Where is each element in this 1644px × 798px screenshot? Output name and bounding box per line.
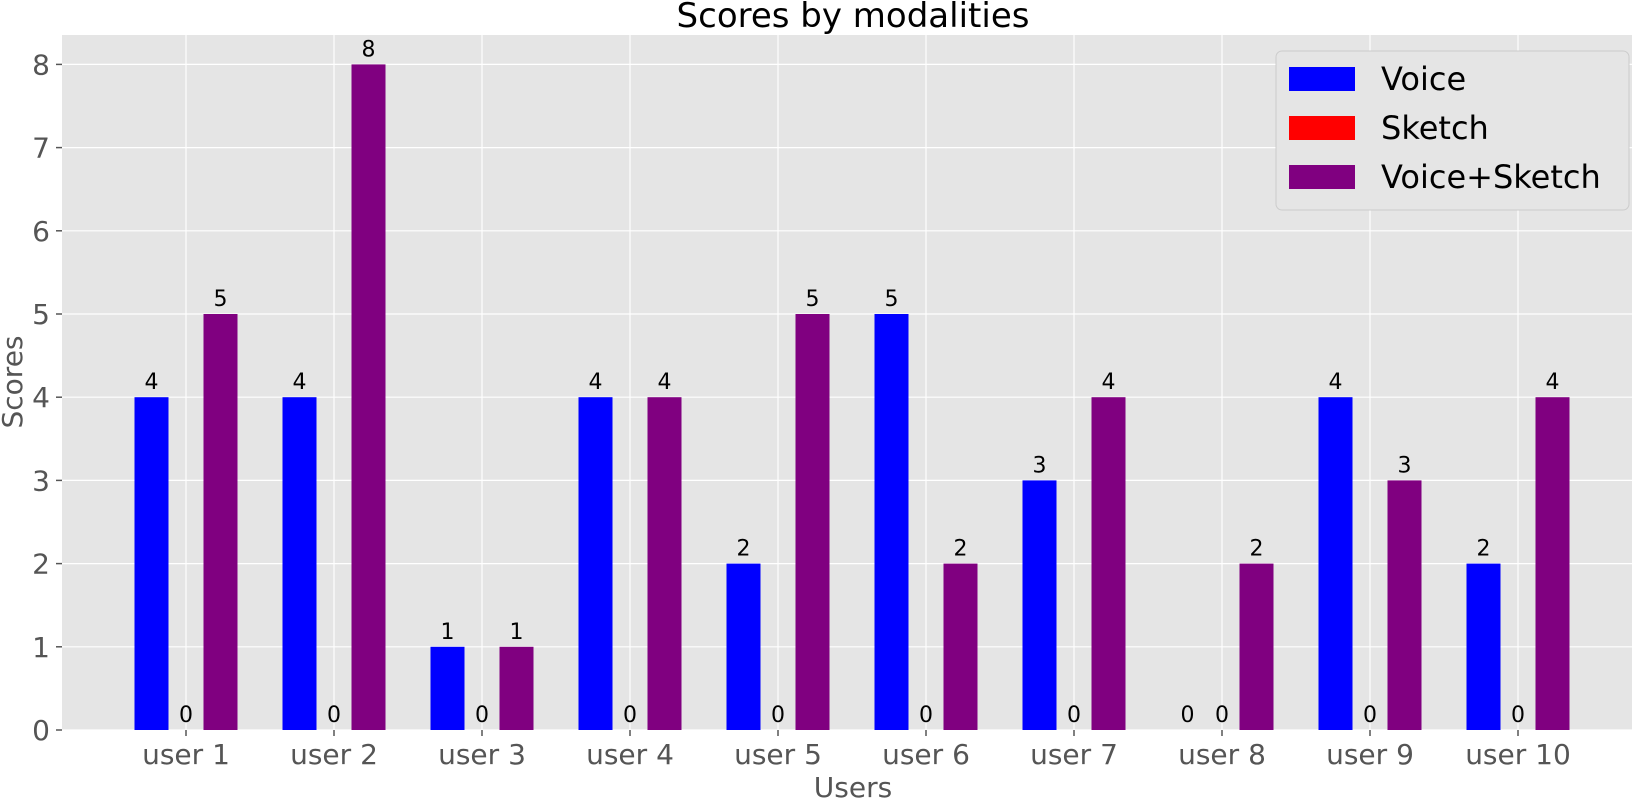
x-tick-label: user 6 (882, 738, 970, 771)
bar-voice-sketch (1535, 397, 1570, 730)
bar-label-voice: 4 (1329, 370, 1343, 395)
y-tick-label: 4 (32, 381, 50, 414)
legend-swatch-voice-sketch (1289, 165, 1355, 189)
bar-label-voice: 5 (885, 287, 899, 312)
bar-voice-sketch (795, 314, 830, 730)
bar-label-sketch: 0 (1067, 703, 1081, 728)
bar-label-voice: 4 (589, 370, 603, 395)
x-axis-ticks: user 1 user 2 user 3 user 4 user 5 user 6 user… (142, 730, 1571, 771)
bar-label-voice-sketch: 8 (362, 37, 376, 62)
bar-voice (1318, 397, 1353, 730)
bar-label-sketch: 0 (327, 703, 341, 728)
bar-voice-sketch (1239, 563, 1274, 730)
y-tick-label: 7 (32, 132, 50, 165)
bar-voice-sketch (1387, 480, 1422, 730)
bar-voice-sketch (943, 563, 978, 730)
bar-label-voice: 4 (293, 370, 307, 395)
x-tick-label: user 10 (1465, 738, 1571, 771)
legend: Voice Sketch Voice+Sketch (1275, 50, 1630, 211)
bar-voice (578, 397, 613, 730)
legend-label-voice-sketch: Voice+Sketch (1381, 158, 1601, 196)
bar-label-voice: 3 (1033, 453, 1047, 478)
y-tick-label: 2 (32, 548, 50, 581)
bar-label-sketch: 0 (623, 703, 637, 728)
y-tick-label: 5 (32, 298, 50, 331)
x-tick-label: user 9 (1326, 738, 1414, 771)
y-axis-ticks: 0 1 2 3 4 5 6 7 8 (32, 48, 62, 747)
bar-label-voice-sketch: 4 (658, 370, 672, 395)
bar-label-voice: 4 (145, 370, 159, 395)
bar-label-voice-sketch: 2 (1250, 537, 1264, 562)
x-tick-label: user 2 (290, 738, 378, 771)
bar-label-voice: 1 (441, 620, 455, 645)
chart-title: Scores by modalities (677, 0, 1030, 36)
bar-label-sketch: 0 (475, 703, 489, 728)
bars (134, 64, 1570, 730)
bar-voice-sketch (203, 314, 238, 730)
bar-label-sketch: 0 (1511, 703, 1525, 728)
x-tick-label: user 5 (734, 738, 822, 771)
bar-label-voice-sketch: 3 (1398, 453, 1412, 478)
bar-label-sketch: 0 (179, 703, 193, 728)
y-tick-label: 8 (32, 48, 50, 81)
x-tick-label: user 8 (1178, 738, 1266, 771)
x-tick-label: user 7 (1030, 738, 1118, 771)
bar-label-sketch: 0 (919, 703, 933, 728)
bar-label-sketch: 0 (1363, 703, 1377, 728)
bar-label-voice-sketch: 5 (806, 287, 820, 312)
legend-swatch-voice (1289, 67, 1355, 91)
y-axis-label: Scores (0, 335, 29, 428)
x-axis-label: Users (814, 771, 892, 798)
y-tick-label: 6 (32, 215, 50, 248)
bar-label-voice: 0 (1181, 703, 1195, 728)
bar-voice (430, 646, 465, 730)
bar-voice (282, 397, 317, 730)
bar-label-voice-sketch: 1 (510, 620, 524, 645)
bar-label-voice-sketch: 4 (1102, 370, 1116, 395)
bar-voice-sketch (647, 397, 682, 730)
bar-voice (874, 314, 909, 730)
bar-label-voice-sketch: 2 (954, 537, 968, 562)
y-tick-label: 1 (32, 631, 50, 664)
bar-voice (1022, 480, 1057, 730)
legend-label-voice: Voice (1381, 60, 1466, 98)
bar-label-sketch: 0 (1215, 703, 1229, 728)
bar-voice-sketch (1091, 397, 1126, 730)
y-tick-label: 3 (32, 464, 50, 497)
bar-label-voice: 2 (737, 537, 751, 562)
bar-voice-sketch (499, 646, 534, 730)
bar-label-sketch: 0 (771, 703, 785, 728)
bar-label-voice-sketch: 5 (214, 287, 228, 312)
y-tick-label: 0 (32, 714, 50, 747)
bar-voice (726, 563, 761, 730)
x-tick-label: user 1 (142, 738, 230, 771)
bar-voice (1466, 563, 1501, 730)
x-tick-label: user 3 (438, 738, 526, 771)
bar-voice-sketch (351, 64, 386, 730)
x-tick-label: user 4 (586, 738, 674, 771)
legend-swatch-sketch (1289, 116, 1355, 140)
bar-label-voice: 2 (1477, 537, 1491, 562)
bar-voice (134, 397, 169, 730)
grid-lines (62, 35, 1632, 731)
bar-label-voice-sketch: 4 (1546, 370, 1560, 395)
legend-label-sketch: Sketch (1381, 109, 1489, 147)
legend-box (1275, 50, 1630, 211)
